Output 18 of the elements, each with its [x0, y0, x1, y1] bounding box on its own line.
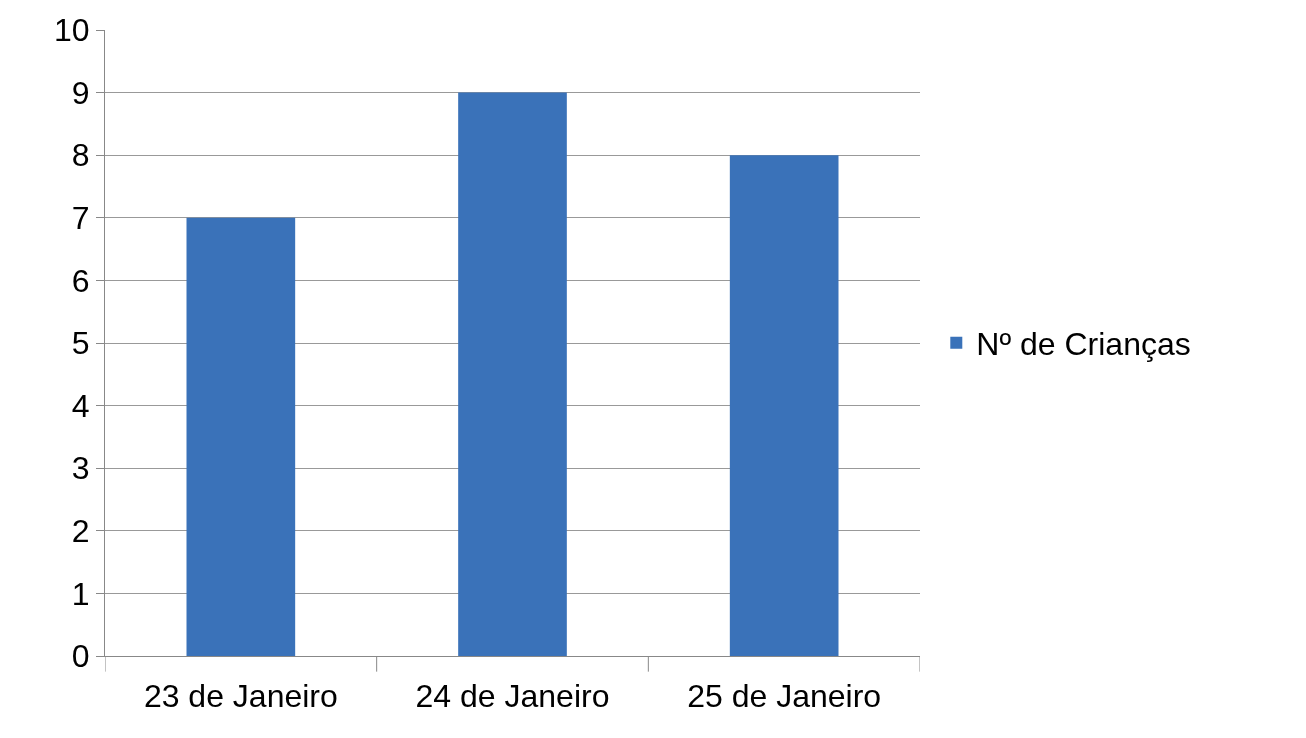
- x-tick-label: 25 de Janeiro: [687, 678, 882, 715]
- y-tick-label: 2: [71, 513, 90, 549]
- y-tick-label: 10: [54, 12, 90, 49]
- legend-label: Nº de Crianças: [976, 326, 1191, 363]
- bar: [186, 217, 296, 656]
- y-tick-label: 1: [71, 575, 90, 612]
- y-tick-label: 9: [71, 74, 90, 111]
- bar: [729, 155, 839, 656]
- y-tick-label: 5: [71, 325, 90, 362]
- y-tick-label: 3: [71, 450, 90, 487]
- y-tick-label: 8: [71, 137, 90, 174]
- x-tick-label: 23 de Janeiro: [143, 678, 338, 715]
- x-tick-label: 24 de Janeiro: [415, 678, 610, 715]
- y-tick-label: 7: [71, 200, 90, 236]
- y-tick-label: 4: [71, 387, 90, 424]
- y-tick-label: 6: [71, 262, 90, 299]
- bar: [458, 92, 567, 656]
- y-tick-label: 0: [71, 638, 90, 675]
